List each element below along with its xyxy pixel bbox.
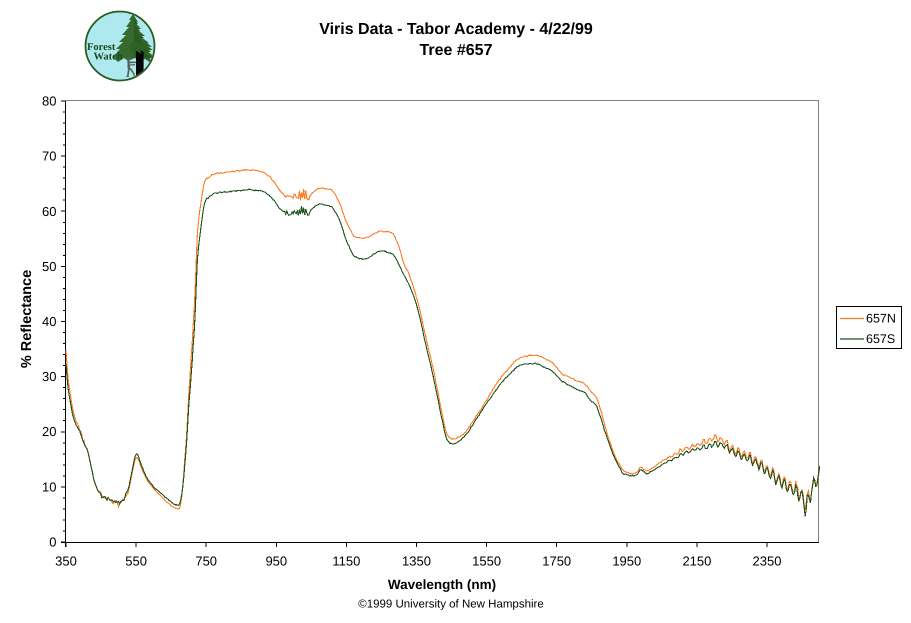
- svg-text:657N: 657N: [866, 312, 896, 326]
- svg-text:©1999 University of New Hampsh: ©1999 University of New Hampshire: [358, 599, 544, 611]
- svg-text:657S: 657S: [866, 332, 895, 346]
- svg-text:1950: 1950: [612, 554, 641, 569]
- svg-text:1750: 1750: [542, 554, 571, 569]
- svg-text:Tree #657: Tree #657: [420, 42, 493, 59]
- svg-text:Forest: Forest: [87, 42, 116, 53]
- svg-text:1150: 1150: [332, 554, 360, 569]
- svg-text:2150: 2150: [682, 554, 711, 569]
- svg-text:2350: 2350: [753, 554, 782, 569]
- svg-text:20: 20: [42, 424, 56, 439]
- svg-text:80: 80: [42, 94, 56, 109]
- svg-text:60: 60: [42, 204, 56, 219]
- svg-text:Watch: Watch: [94, 52, 123, 63]
- svg-text:50: 50: [42, 259, 56, 274]
- svg-text:70: 70: [42, 149, 56, 164]
- svg-text:30: 30: [42, 369, 56, 384]
- svg-text:40: 40: [42, 314, 56, 329]
- svg-text:% Reflectance: % Reflectance: [19, 270, 35, 368]
- svg-text:550: 550: [125, 554, 147, 569]
- svg-text:950: 950: [265, 554, 287, 569]
- svg-text:0: 0: [49, 535, 56, 550]
- svg-text:Wavelength (nm): Wavelength (nm): [388, 577, 496, 592]
- svg-text:10: 10: [42, 479, 56, 494]
- svg-text:Viris Data - Tabor Academy - 4: Viris Data - Tabor Academy - 4/22/99: [319, 21, 593, 38]
- svg-text:1350: 1350: [402, 554, 431, 569]
- svg-text:750: 750: [195, 554, 217, 569]
- svg-text:350: 350: [55, 554, 77, 569]
- svg-text:1550: 1550: [472, 554, 501, 569]
